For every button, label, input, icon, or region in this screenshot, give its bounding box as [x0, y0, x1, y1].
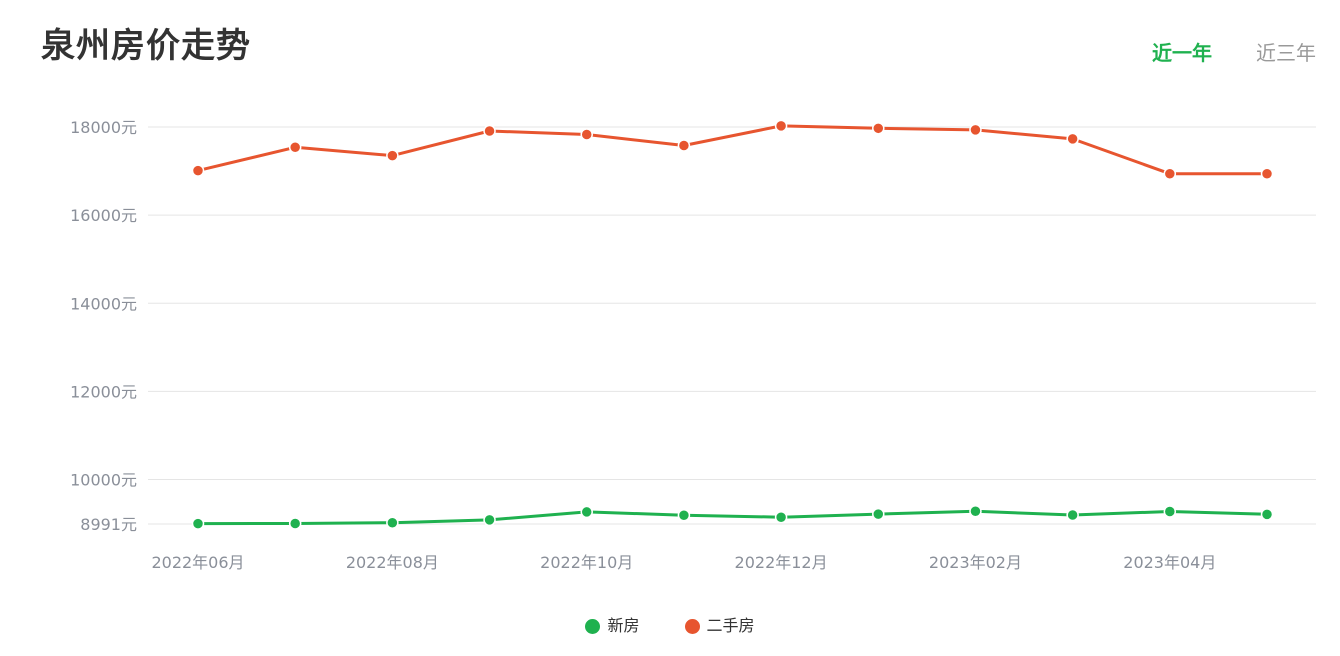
series-point-0	[1066, 508, 1079, 522]
series-point-0	[1163, 505, 1177, 518]
series-point-1	[872, 122, 885, 135]
range-tabs: 近一年 近三年	[1152, 40, 1316, 66]
legend-item-second-hand[interactable]: 二手房	[684, 614, 755, 638]
y-tick-label: 8991元	[80, 515, 137, 534]
series-point-1	[386, 149, 399, 162]
series-point-0	[677, 508, 691, 522]
series-point-1	[580, 128, 593, 141]
y-tick-label: 16000元	[70, 206, 137, 225]
series-line-0	[197, 509, 1268, 526]
series-point-1	[288, 141, 302, 154]
legend-dot-second-hand	[684, 618, 700, 634]
series-point-0	[774, 510, 788, 524]
series-point-0	[483, 513, 496, 527]
series-point-1	[1066, 132, 1079, 146]
chart-legend: 新房 二手房	[0, 614, 1340, 638]
series-point-0	[1260, 508, 1274, 521]
series-point-1	[1260, 167, 1274, 180]
legend-item-new-house[interactable]: 新房	[585, 614, 640, 638]
legend-dot-new-house	[585, 618, 601, 634]
x-tick-label: 2023年02月	[929, 553, 1022, 572]
y-tick-label: 10000元	[70, 471, 137, 490]
series-point-1	[191, 164, 205, 177]
y-tick-label: 18000元	[70, 118, 137, 137]
series-point-0	[288, 517, 302, 530]
x-tick-label: 2022年10月	[540, 553, 633, 572]
page-title: 泉州房价走势	[41, 26, 251, 66]
tab-three-years[interactable]: 近三年	[1256, 41, 1316, 65]
x-tick-label: 2022年08月	[346, 553, 439, 572]
x-tick-label: 2023年04月	[1123, 553, 1216, 572]
series-point-0	[969, 505, 982, 518]
series-point-1	[774, 119, 788, 133]
series-point-1	[969, 123, 982, 137]
series-point-1	[1163, 167, 1177, 180]
series-point-1	[677, 139, 691, 152]
series-point-0	[386, 516, 399, 529]
x-tick-label: 2022年06月	[151, 553, 244, 572]
series-point-1	[483, 124, 496, 138]
legend-label-new-house: 新房	[607, 616, 640, 635]
legend-label-second-hand: 二手房	[706, 616, 755, 635]
y-tick-label: 12000元	[70, 382, 137, 401]
series-point-0	[580, 505, 593, 519]
series-line-1	[197, 124, 1267, 176]
y-tick-label: 14000元	[70, 294, 137, 313]
series-point-0	[191, 517, 205, 530]
x-tick-label: 2022年12月	[735, 553, 828, 572]
series-point-0	[872, 507, 885, 521]
price-trend-chart: 8991元 10000元 12000元 14000元 16000元 18000元 2022年…	[70, 118, 1316, 572]
tab-one-year[interactable]: 近一年	[1152, 41, 1212, 65]
